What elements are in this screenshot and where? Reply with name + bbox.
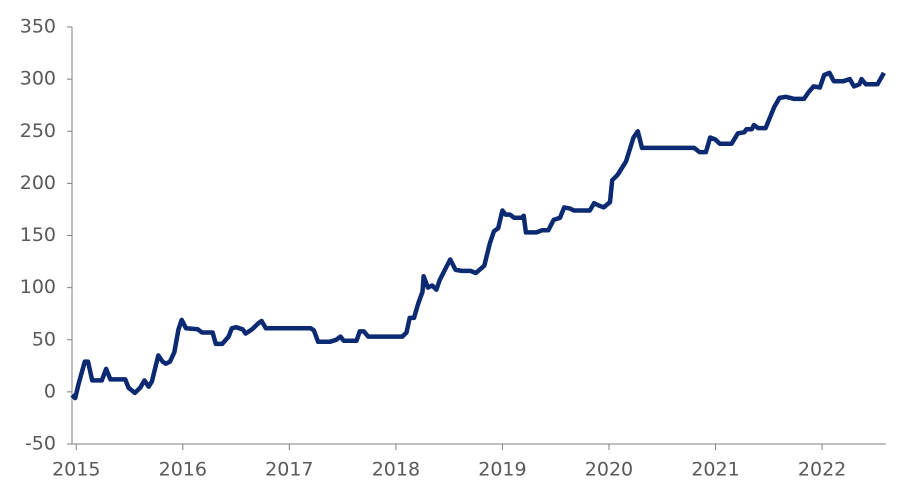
x-tick-label: 2018 [372,459,420,481]
y-tick-label: 300 [20,68,56,90]
x-tick-label: 2016 [159,459,207,481]
y-tick-label: 50 [32,328,56,350]
x-tick-label: 2021 [691,459,739,481]
y-tick-label: 200 [20,172,56,194]
y-tick-label: 100 [20,276,56,298]
x-tick-label: 2017 [265,459,313,481]
y-tick-label: 350 [20,16,56,38]
y-tick-label: -50 [25,433,56,455]
x-tick-label: 2020 [585,459,633,481]
y-tick-label: 150 [20,224,56,246]
x-tick-label: 2022 [798,459,846,481]
data-line [70,70,886,401]
y-tick-label: 0 [44,380,56,402]
y-tick-label: 250 [20,120,56,142]
x-tick-label: 2019 [478,459,526,481]
x-tick-label: 2015 [52,459,100,481]
